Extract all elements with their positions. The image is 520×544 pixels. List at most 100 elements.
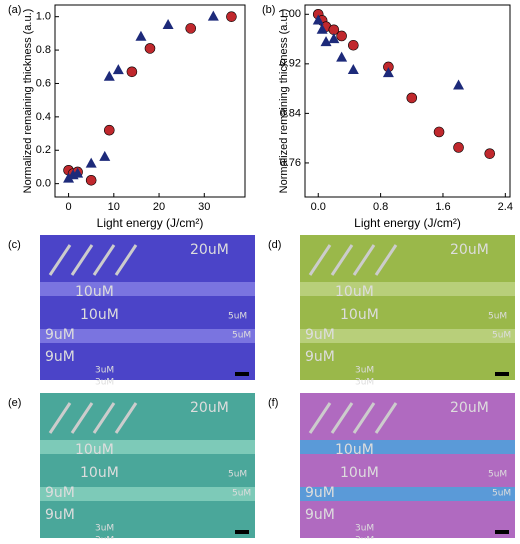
x-axis-label: Light energy (J/cm²) [354,216,461,230]
micrograph-text: 9uM [45,327,75,343]
micrograph-text: 3uM [355,536,374,540]
micrograph: 20uM 10uM 10uM 9uM 9uM 5uM 5uM 3uM 3uM [300,393,515,544]
y-tick-label: 0.2 [36,144,51,156]
stripe [40,440,255,454]
line-pattern [374,244,398,276]
micrograph-text: 10uM [340,465,379,481]
micrograph-text: 20uM [450,242,489,258]
circle-point [126,66,138,78]
x-tick-label: 20 [153,201,165,213]
triangle-point [103,70,115,81]
circle-point [144,43,156,54]
triangle-point [135,30,147,41]
micrograph-text: 10uM [80,307,119,323]
micrograph-text: 10uM [335,442,374,458]
micrograph-text: 3uM [355,524,374,534]
micrograph-text: 10uM [75,442,114,458]
y-tick-label: 0.4 [36,111,51,123]
micrograph-text: 9uM [305,507,335,523]
scale-bar [495,530,509,534]
triangle-point [207,10,219,21]
panel-label: (e) [8,397,21,409]
micrograph-text: 3uM [355,366,374,376]
micrograph-text: 10uM [75,284,114,300]
line-pattern [92,244,116,276]
micrograph-bg [40,393,255,538]
line-pattern [70,244,94,276]
y-tick-label: 0.6 [36,77,51,89]
triangle-point [320,36,332,47]
scale-bar [235,372,249,376]
circle-point [453,142,464,153]
line-pattern [70,402,94,434]
plot-frame [304,4,511,198]
line-pattern [352,402,376,434]
circle-point [348,39,359,51]
triangle-point [162,19,174,30]
y-tick-label: 0.92 [280,58,301,70]
line-pattern [330,244,354,276]
y-tick-label: 0.76 [280,157,301,169]
y-axis-label: Normalized remaining thickness (a.u.) [22,9,34,194]
micrograph-text: 9uM [305,349,335,365]
circle-point [484,148,496,159]
y-tick-label: 1.00 [280,8,301,20]
triangle-point [72,167,84,178]
micrograph-text: 3uM [95,536,114,540]
panel-label: (f) [268,397,278,409]
micrograph: 20uM 10uM 10uM 9uM 9uM 5uM 5uM 3uM 3uM [40,393,255,544]
y-tick-label: 1.0 [36,11,51,23]
triangle-point [382,67,394,78]
triangle-point [312,14,324,25]
panel-label: (a) [8,4,21,16]
x-tick-label: 1.6 [435,201,450,213]
micrograph-text: 9uM [45,349,75,365]
x-tick-label: 10 [108,201,120,213]
line-pattern [48,244,72,276]
micrograph-text: 3uM [95,524,114,534]
micrograph-text: 5uM [488,312,507,322]
micrograph-text: 5uM [228,470,247,480]
line-pattern [92,402,116,434]
stripe [300,329,515,343]
triangle-point [328,33,340,44]
micrograph-text: 5uM [492,331,511,341]
x-tick-label: 2.4 [498,201,513,213]
micrograph-text: 5uM [232,331,251,341]
triangle-point [85,157,97,168]
line-pattern [308,244,332,276]
x-tick-label: 0.0 [311,201,326,213]
circle-point [185,23,197,34]
stripe [300,282,515,296]
line-pattern [114,244,138,276]
x-axis-label: Light energy (J/cm²) [97,216,204,230]
micrograph-text: 5uM [488,470,507,480]
micrograph-text: 3uM [355,378,374,388]
stripe [40,487,255,501]
line-pattern [330,402,354,434]
micrograph-text: 10uM [335,284,374,300]
line-pattern [374,402,398,434]
micrograph-bg [300,235,515,380]
triangle-point [336,51,348,62]
x-tick-label: 0 [66,201,72,213]
micrograph-text: 9uM [45,507,75,523]
scale-bar [495,372,509,376]
x-tick-label: 0.8 [373,201,388,213]
micrograph-text: 3uM [95,378,114,388]
circle-point [336,30,347,42]
stripe [300,487,515,501]
y-tick-label: 0.8 [36,44,51,56]
micrograph-text: 10uM [80,465,119,481]
scale-bar [235,530,249,534]
micrograph-text: 9uM [45,485,75,501]
plot-frame [54,4,246,198]
triangle-point [99,150,111,161]
micrograph: 20uM 10uM 10uM 9uM 9uM 5uM 5uM 3uM 3uM [300,235,515,388]
micrograph: 20uM 10uM 10uM 9uM 9uM 5uM 5uM 3uM 3uM [40,235,255,388]
micrograph-text: 9uM [305,485,335,501]
triangle-point [347,64,359,75]
triangle-point [112,64,124,75]
micrograph-text: 5uM [232,489,251,499]
